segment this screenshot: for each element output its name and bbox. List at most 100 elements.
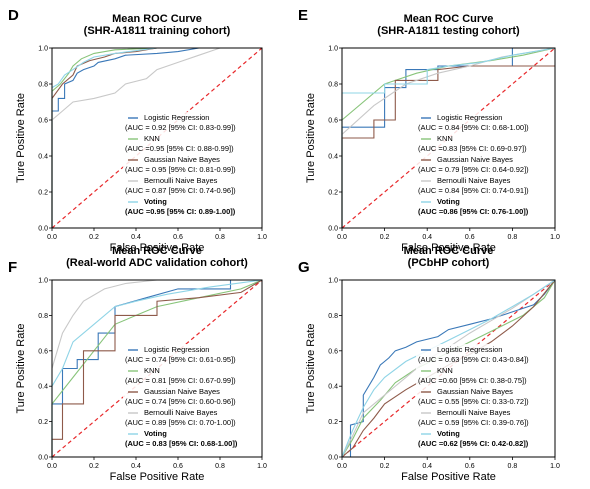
x-tick-label: 0.6 xyxy=(173,463,183,470)
y-tick-label: 0.4 xyxy=(38,384,48,391)
x-tick-label: 1.0 xyxy=(550,234,560,241)
roc-line-bernoulli-naive-bayes xyxy=(51,47,262,228)
legend-entry-auc: (AUC = 0.59 [95% CI: 0.39-0.76]) xyxy=(418,418,529,427)
roc-line-knn xyxy=(51,279,263,457)
y-tick-label: 0.2 xyxy=(38,419,48,426)
legend-entry-name: Voting xyxy=(437,429,460,438)
legend-entry-auc: (AUC =0.60 [95% CI: 0.38-0.75]) xyxy=(418,376,527,385)
x-tick-label: 0.4 xyxy=(131,234,141,241)
x-tick-label: 0.2 xyxy=(380,463,390,470)
legend-background xyxy=(416,112,553,220)
legend-entry-name: KNN xyxy=(144,134,160,143)
chart-title: Mean ROC Curve xyxy=(112,245,202,257)
legend-entry-name: Gaussian Naive Bayes xyxy=(144,155,220,164)
y-tick-label: 0.6 xyxy=(38,348,48,355)
roc-panel-d: D Mean ROC Curve(SHR-A1811 training cohor… xyxy=(8,7,267,254)
x-tick-label: 0.8 xyxy=(508,463,518,470)
axes-frame xyxy=(341,47,556,229)
legend: Logistic Regression(AUC = 0.92 [95% CI: … xyxy=(123,112,260,220)
roc-line-voting xyxy=(51,47,262,228)
legend-background xyxy=(416,344,553,452)
roc-line-gaussian-naive-bayes xyxy=(341,65,555,228)
y-tick-label: 1.0 xyxy=(38,278,48,285)
legend-entry-auc: (AUC =0.86 [95% CI: 0.76-1.00]) xyxy=(418,207,529,216)
legend-entry-name: Bernoulli Naive Bayes xyxy=(144,408,218,417)
legend-entry-auc: (AUC = 0.89 [95% CI: 0.70-1.00]) xyxy=(125,418,236,427)
x-tick-label: 0.8 xyxy=(215,463,225,470)
chart-subtitle: (SHR-A1811 training cohort) xyxy=(84,25,231,37)
y-tick-label: 0.8 xyxy=(328,313,338,320)
legend-entry-auc: (AUC =0.83 [95% CI: 0.69-0.97]) xyxy=(418,144,527,153)
legend-entry-name: Bernoulli Naive Bayes xyxy=(437,176,511,185)
axes-frame xyxy=(51,279,263,458)
roc-panel-e: E Mean ROC Curve(SHR-A1811 testing cohort… xyxy=(298,7,560,254)
legend-entry-auc: (AUC = 0.74 [95% CI: 0.61-0.95]) xyxy=(125,355,236,364)
y-tick-label: 0.2 xyxy=(328,190,338,197)
x-axis-label: False Positive Rate xyxy=(110,242,205,254)
x-tick-label: 0.8 xyxy=(508,234,518,241)
y-tick-label: 0.0 xyxy=(38,226,48,233)
x-tick-label: 1.0 xyxy=(550,463,560,470)
legend-entry-name: Bernoulli Naive Bayes xyxy=(144,176,218,185)
y-tick-label: 0.4 xyxy=(328,384,338,391)
y-tick-label: 0.6 xyxy=(328,118,338,125)
roc-line-gaussian-naive-bayes xyxy=(51,47,262,228)
x-tick-label: 0.4 xyxy=(422,463,432,470)
x-axis-label: False Positive Rate xyxy=(110,471,205,483)
legend-entry-auc: (AUC = 0.95 [95% CI: 0.81-0.99]) xyxy=(125,165,236,174)
legend-entry-auc: (AUC = 0.87 [95% CI: 0.74-0.96]) xyxy=(125,186,236,195)
x-tick-label: 0.6 xyxy=(465,463,475,470)
chance-line xyxy=(341,47,556,229)
panel-label: E xyxy=(298,7,308,24)
x-tick-label: 1.0 xyxy=(257,234,267,241)
roc-line-logistic-regression xyxy=(341,47,555,228)
y-tick-label: 0.6 xyxy=(328,348,338,355)
x-tick-label: 0.0 xyxy=(47,463,57,470)
legend-entry-auc: (AUC = 0.84 [95% CI: 0.74-0.91]) xyxy=(418,186,529,195)
y-tick-label: 0.0 xyxy=(328,226,338,233)
roc-line-voting xyxy=(341,47,556,228)
y-tick-label: 0.6 xyxy=(38,118,48,125)
y-tick-label: 0.0 xyxy=(328,455,338,462)
y-tick-label: 1.0 xyxy=(38,46,48,53)
legend: Logistic Regression(AUC = 0.84 [95% CI: … xyxy=(416,112,553,220)
x-axis-label: False Positive Rate xyxy=(401,471,496,483)
y-tick-label: 0.4 xyxy=(38,154,48,161)
x-tick-label: 1.0 xyxy=(257,463,267,470)
y-tick-label: 0.8 xyxy=(328,82,338,89)
legend-entry-name: Voting xyxy=(437,197,460,206)
y-tick-label: 0.8 xyxy=(38,82,48,89)
chart-title: Mean ROC Curve xyxy=(112,13,202,25)
y-axis-label: Ture Positive Rate xyxy=(305,323,317,413)
legend-entry-name: KNN xyxy=(144,366,160,375)
y-tick-label: 1.0 xyxy=(328,46,338,53)
x-tick-label: 0.0 xyxy=(337,463,347,470)
x-tick-label: 0.6 xyxy=(173,234,183,241)
legend-entry-name: Logistic Regression xyxy=(437,345,502,354)
roc-line-voting xyxy=(51,279,263,457)
legend-entry-auc: (AUC = 0.63 [95% CI: 0.43-0.84]) xyxy=(418,355,529,364)
legend-entry-auc: (AUC = 0.84 [95% CI: 0.68-1.00]) xyxy=(418,123,529,132)
legend-entry-name: Voting xyxy=(144,197,167,206)
legend-entry-auc: (AUC = 0.79 [95% CI: 0.64-0.92]) xyxy=(418,165,529,174)
legend-entry-name: Logistic Regression xyxy=(144,345,209,354)
legend-entry-auc: (AUC = 0.74 [95% CI: 0.60-0.96]) xyxy=(125,397,236,406)
roc-panel-g: G Mean ROC Curve(PCbHP cohort) 0.0 0.2 0.4 0.… xyxy=(298,245,560,483)
chart-subtitle: (SHR-A1811 testing cohort) xyxy=(377,25,520,37)
x-tick-label: 0.4 xyxy=(131,463,141,470)
y-tick-label: 0.2 xyxy=(38,190,48,197)
chart-title: Mean ROC Curve xyxy=(404,13,494,25)
panel-label: G xyxy=(298,259,310,276)
chance-line xyxy=(51,279,263,458)
legend-entry-name: Logistic Regression xyxy=(144,113,209,122)
legend-entry-name: Voting xyxy=(144,429,167,438)
legend: Logistic Regression(AUC = 0.74 [95% CI: … xyxy=(123,344,260,452)
chart-subtitle: (Real-world ADC validation cohort) xyxy=(66,257,248,269)
legend-entry-auc: (AUC =0.95 [95% CI: 0.88-0.99]) xyxy=(125,144,234,153)
y-tick-label: 0.8 xyxy=(38,313,48,320)
x-tick-label: 0.2 xyxy=(89,234,99,241)
legend-entry-name: KNN xyxy=(437,134,453,143)
chart-title: Mean ROC Curve xyxy=(404,245,494,257)
legend-entry-name: Gaussian Naive Bayes xyxy=(437,155,513,164)
